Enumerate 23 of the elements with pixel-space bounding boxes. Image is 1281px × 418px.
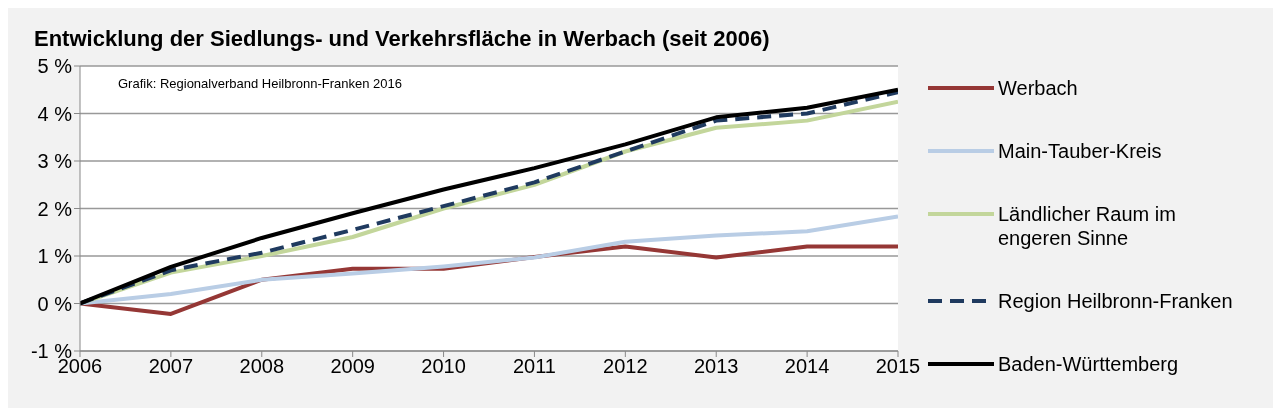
x-tick-label: 2014 (784, 355, 830, 378)
legend-label: Baden-Württemberg (998, 352, 1180, 376)
x-tick-label: 2009 (330, 355, 375, 378)
x-tick-label: 2007 (148, 355, 194, 378)
x-tick-label: 2012 (603, 355, 648, 378)
legend-label: Ländlicher Raum im engeren Sinne (998, 202, 1177, 250)
x-tick-label: 2008 (239, 355, 285, 378)
chart-title: Entwicklung der Siedlungs- und Verkehrsfläche in Werbach (seit 2006) (33, 25, 771, 53)
x-tick-label: 2013 (693, 355, 739, 378)
legend-label: Main-Tauber-Kreis (998, 139, 1163, 163)
x-tick-label: 2011 (512, 355, 556, 378)
y-tick-label: 4 % (37, 102, 73, 125)
y-tick-label: 3 % (37, 150, 73, 173)
y-tick-label: 5 % (37, 55, 73, 78)
line-series (80, 214, 898, 306)
legend-label: Region Heilbronn-Franken (998, 289, 1234, 313)
y-tick-label: 2 % (37, 197, 73, 220)
y-tick-label: 1 % (37, 245, 73, 268)
legend-label: Werbach (998, 76, 1079, 100)
x-tick-label: 2010 (421, 355, 466, 378)
y-tick-label: 0 % (37, 292, 73, 315)
annotation: Grafik: Regionalverband Heilbronn-Franken 2016 (118, 76, 402, 91)
x-tick-label: 2015 (875, 355, 921, 378)
